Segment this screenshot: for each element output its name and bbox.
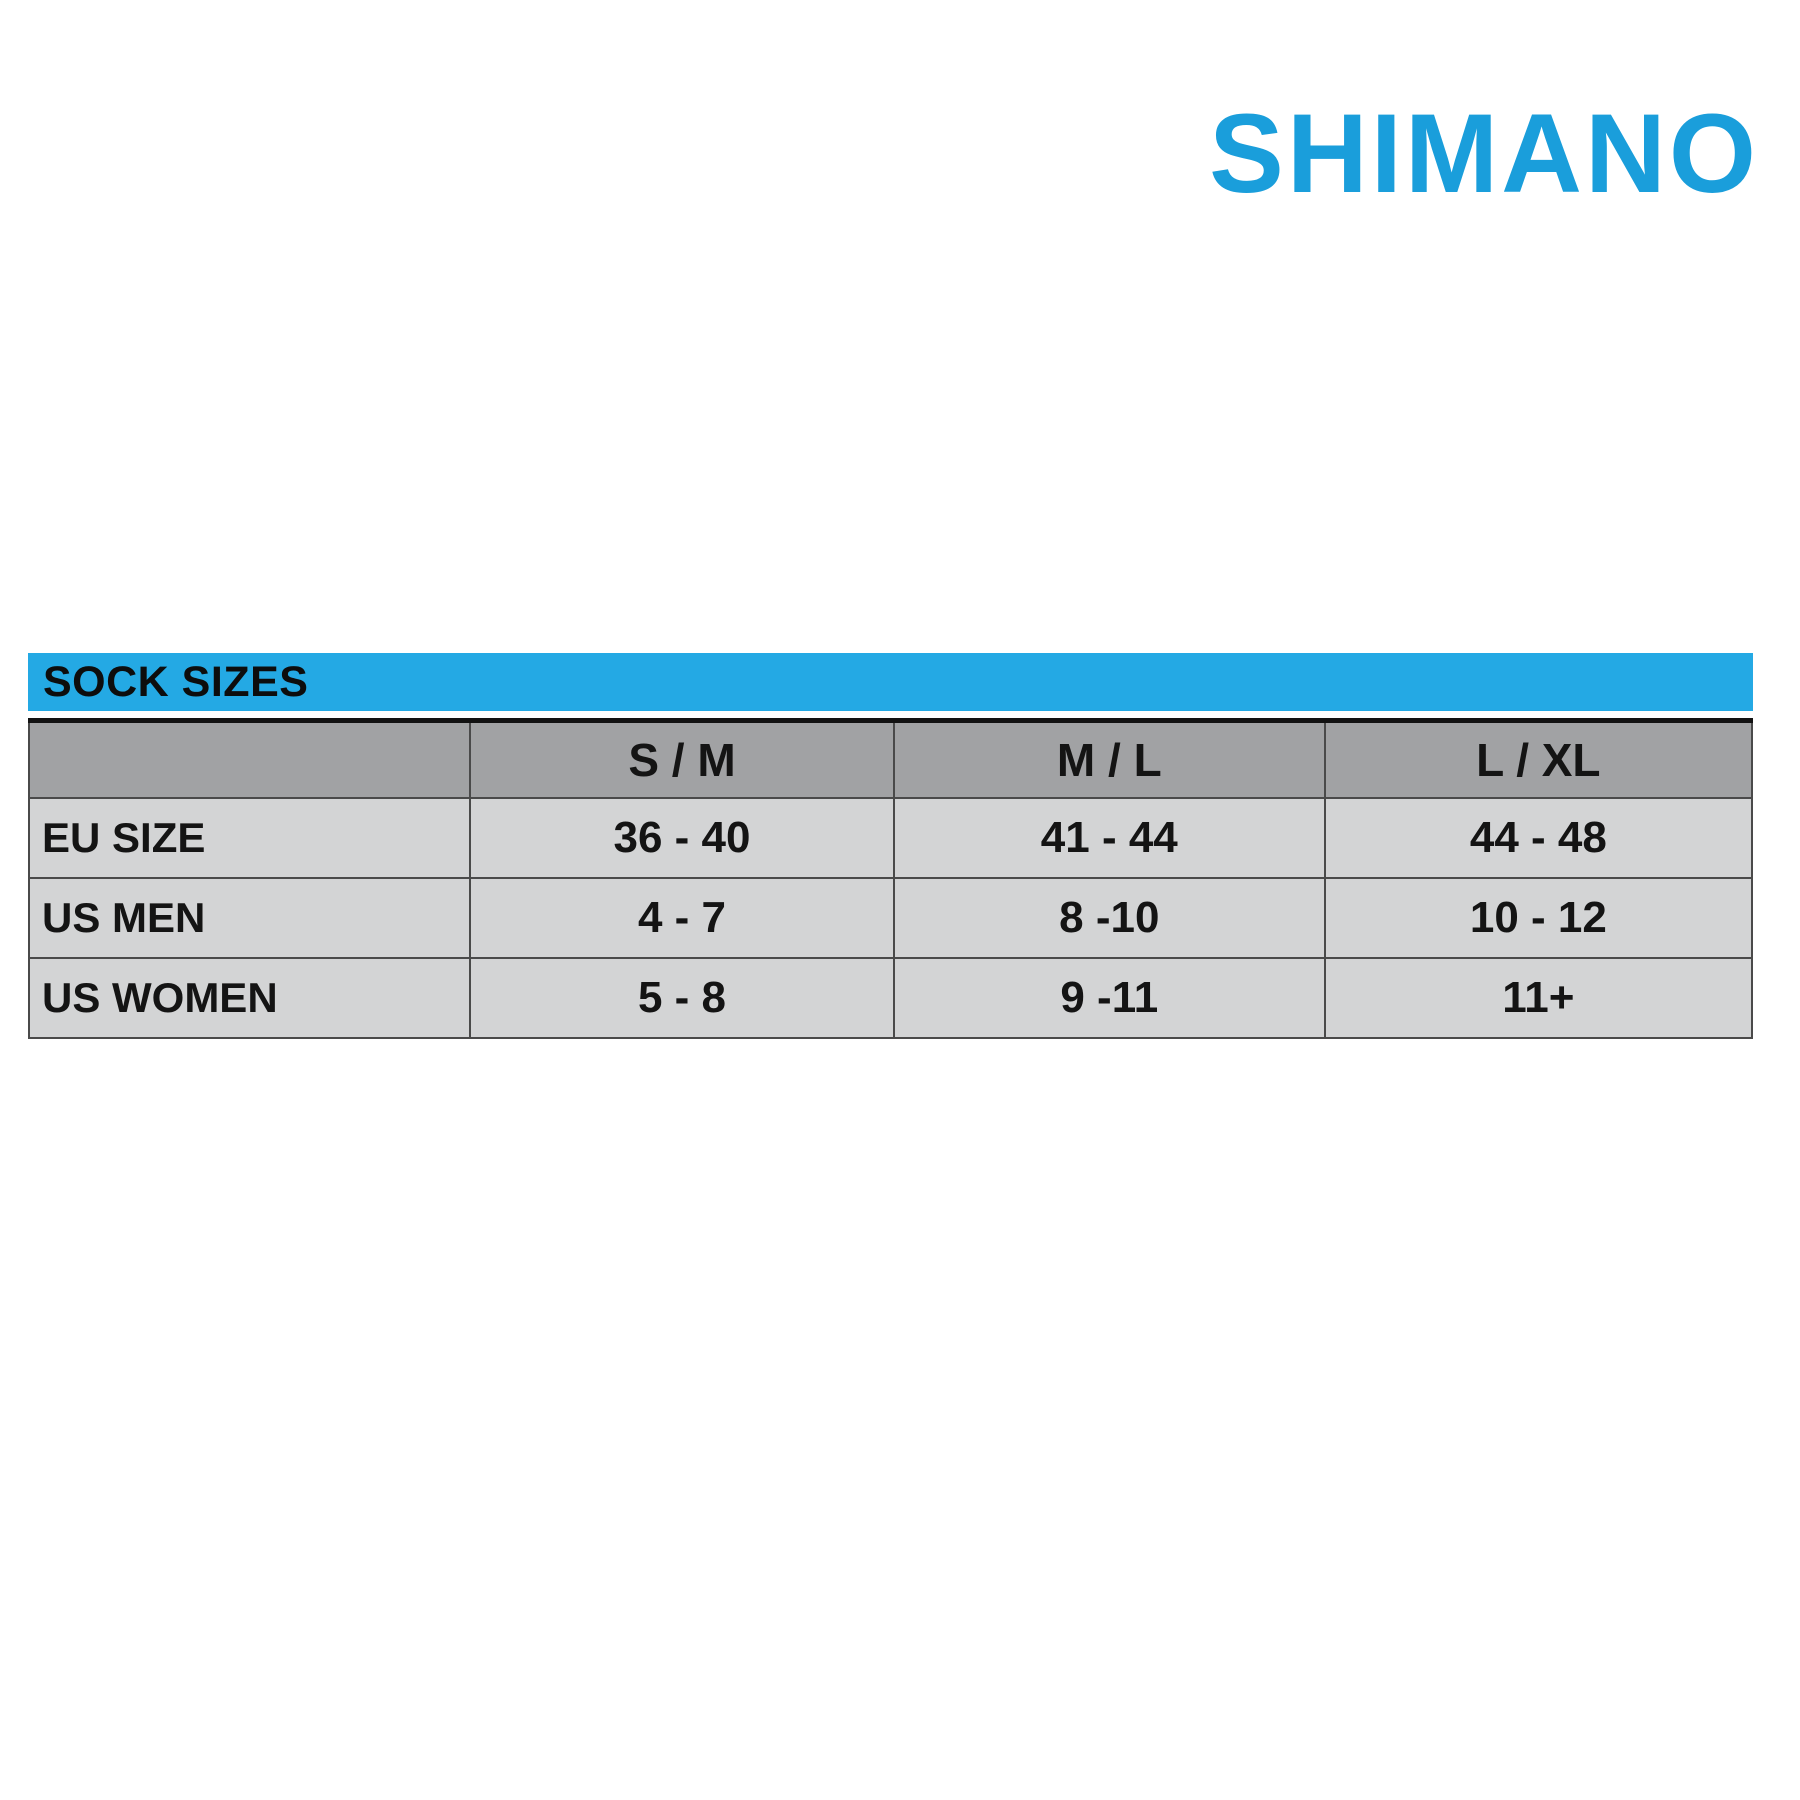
header-cell-empty bbox=[27, 719, 472, 799]
cell-uswomen-lxl: 11+ bbox=[1323, 957, 1754, 1039]
cell-uswomen-ml: 9 -11 bbox=[892, 957, 1326, 1039]
shimano-logo: SHIMANO bbox=[1209, 91, 1759, 216]
row-label-us-men: US MEN bbox=[27, 877, 472, 959]
cell-eu-sm: 36 - 40 bbox=[469, 797, 895, 879]
row-label-eu-size: EU SIZE bbox=[27, 797, 472, 879]
header-cell-ml: M / L bbox=[892, 719, 1326, 799]
header-cell-lxl: L / XL bbox=[1323, 719, 1754, 799]
cell-usmen-sm: 4 - 7 bbox=[469, 877, 895, 959]
table-row-us-women: US WOMEN 5 - 8 9 -11 11+ bbox=[27, 957, 1754, 1039]
table-row-us-men: US MEN 4 - 7 8 -10 10 - 12 bbox=[27, 877, 1754, 959]
cell-eu-lxl: 44 - 48 bbox=[1323, 797, 1754, 879]
size-header-row: S / M M / L L / XL bbox=[27, 719, 1754, 799]
cell-usmen-lxl: 10 - 12 bbox=[1323, 877, 1754, 959]
size-table: S / M M / L L / XL EU SIZE 36 - 40 41 - … bbox=[27, 718, 1754, 1039]
row-label-us-women: US WOMEN bbox=[27, 957, 472, 1039]
cell-eu-ml: 41 - 44 bbox=[892, 797, 1326, 879]
chart-title: SOCK SIZES bbox=[43, 657, 309, 706]
cell-uswomen-sm: 5 - 8 bbox=[469, 957, 895, 1039]
sock-size-chart: SOCK SIZES S / M M / L L / XL EU SIZE bbox=[27, 653, 1754, 1039]
header-cell-sm: S / M bbox=[469, 719, 895, 799]
table-row-eu-size: EU SIZE 36 - 40 41 - 44 44 - 48 bbox=[27, 797, 1754, 879]
chart-title-bar: SOCK SIZES bbox=[28, 653, 1753, 711]
cell-usmen-ml: 8 -10 bbox=[892, 877, 1326, 959]
